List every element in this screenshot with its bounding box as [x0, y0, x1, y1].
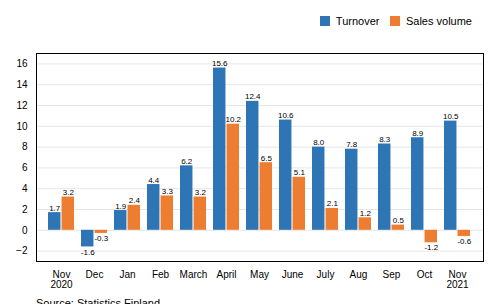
svg-text:6: 6: [22, 162, 28, 173]
svg-text:April: April: [216, 268, 236, 279]
svg-text:10: 10: [16, 120, 28, 131]
svg-text:-0.3: -0.3: [94, 234, 108, 243]
svg-text:Dec: Dec: [86, 268, 104, 279]
svg-text:4.4: 4.4: [148, 175, 160, 184]
svg-text:Jan: Jan: [119, 268, 135, 279]
svg-text:12: 12: [16, 99, 28, 110]
svg-text:0.5: 0.5: [393, 216, 405, 225]
svg-text:10.5: 10.5: [443, 112, 459, 121]
html-text:Turnover: Turnover: [335, 14, 380, 27]
svg-text:15.6: 15.6: [212, 59, 228, 68]
svg-text:8.0: 8.0: [313, 138, 325, 147]
svg-text:8.3: 8.3: [379, 134, 391, 143]
svg-text:1.7: 1.7: [49, 203, 61, 212]
svg-text:2.1: 2.1: [327, 199, 339, 208]
svg-text:Oct: Oct: [417, 268, 433, 279]
svg-text:8: 8: [22, 141, 28, 152]
svg-text:10.6: 10.6: [278, 111, 294, 120]
svg-text:14: 14: [16, 78, 28, 89]
svg-text:16: 16: [16, 58, 28, 69]
svg-text:-1.6: -1.6: [81, 247, 95, 256]
svg-text:Nov2020: Nov2020: [50, 268, 73, 289]
svg-text:10.2: 10.2: [225, 115, 241, 124]
svg-text:1.2: 1.2: [360, 208, 372, 217]
svg-text:5.1: 5.1: [294, 168, 306, 177]
svg-text:3.2: 3.2: [195, 188, 207, 197]
svg-text:6.5: 6.5: [261, 153, 273, 162]
svg-text:July: July: [317, 268, 335, 279]
svg-text:-0.6: -0.6: [457, 237, 471, 246]
svg-text:2: 2: [22, 203, 28, 214]
svg-text:Feb: Feb: [152, 268, 170, 279]
svg-text:June: June: [282, 268, 304, 279]
svg-text:0: 0: [22, 224, 28, 235]
svg-text:7.8: 7.8: [346, 140, 358, 149]
svg-text:1.9: 1.9: [115, 201, 127, 210]
svg-text:Nov2021: Nov2021: [446, 268, 469, 289]
svg-text:3.2: 3.2: [63, 188, 75, 197]
svg-text:-1.2: -1.2: [424, 243, 438, 252]
svg-text:March: March: [180, 268, 208, 279]
svg-text:Sep: Sep: [383, 268, 401, 279]
html-text:Sales volume: Sales volume: [406, 14, 472, 27]
svg-text:2.4: 2.4: [129, 196, 141, 205]
svg-text:6.2: 6.2: [181, 156, 193, 165]
svg-text:4: 4: [22, 182, 28, 193]
svg-text:−2: −2: [16, 245, 28, 256]
svg-text:8.9: 8.9: [412, 128, 424, 137]
svg-text:May: May: [250, 268, 269, 279]
svg-text:Aug: Aug: [350, 268, 368, 279]
svg-text:3.3: 3.3: [162, 186, 174, 195]
svg-text:12.4: 12.4: [245, 92, 261, 101]
